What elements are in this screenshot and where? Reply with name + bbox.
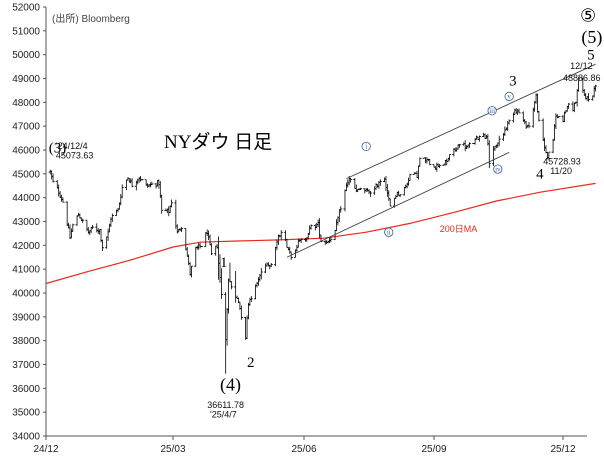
sub-wave-label-c2: ii xyxy=(387,229,391,237)
annotation-w5_paren: (5) xyxy=(581,27,602,48)
sub-wave-circle-c5 xyxy=(504,91,514,101)
sub-wave-circle-c2 xyxy=(384,227,394,237)
sub-wave-circle-c3 xyxy=(487,106,497,116)
source-label: (出所) Bloomberg xyxy=(52,12,130,25)
y-tick-label: 40000 xyxy=(12,289,40,300)
y-tick-label: 45000 xyxy=(12,169,40,180)
y-tick-label: 52000 xyxy=(12,3,40,14)
y-tick-label: 46000 xyxy=(12,146,40,157)
sub-wave-label-c5: v xyxy=(507,93,511,101)
y-tick-label: 39000 xyxy=(12,312,40,323)
annotation-w4_date: 11/20 xyxy=(550,166,572,176)
annotation-w5_circled: ⑤ xyxy=(580,5,596,25)
sub-wave-label-c4: iv xyxy=(495,165,501,173)
annotation-w4_val: 45728.93 xyxy=(543,156,581,166)
annotation-w3: 3 xyxy=(509,74,516,90)
y-tick-label: 34000 xyxy=(12,432,40,443)
y-tick-label: 44000 xyxy=(12,193,40,204)
sub-wave-label-c1: i xyxy=(365,143,367,151)
annotation-w4_big: (4) xyxy=(220,375,241,396)
trend-channel xyxy=(286,63,596,258)
annotation-w5_date: 12/12 xyxy=(570,61,593,71)
annotation-w4_big_date: '25/4/7 xyxy=(210,409,237,419)
y-tick-label: 48000 xyxy=(12,98,40,109)
annotation-w1: 1 xyxy=(220,255,228,271)
y-tick-label: 41000 xyxy=(12,265,40,276)
annotation-w3_prev_date: '24/12/4 xyxy=(56,141,88,151)
annotation-w3_prev_val: 45073.63 xyxy=(56,150,94,160)
y-tick-label: 36000 xyxy=(12,384,40,395)
y-tick-label: 49000 xyxy=(12,74,40,85)
annotation-w5_val: 48886.86 xyxy=(563,73,601,83)
ma200-line xyxy=(45,182,596,285)
annotation-w2: 2 xyxy=(247,355,255,371)
y-tick-label: 38000 xyxy=(12,336,40,347)
x-tick-label: 25/03 xyxy=(160,444,185,455)
x-tick-label: 25/06 xyxy=(291,444,316,455)
annotation-w5: 5 xyxy=(587,47,595,63)
sub-wave-circle-c4 xyxy=(493,164,503,174)
sub-wave-label-c3: iii xyxy=(489,107,495,115)
x-tick-label: 25/12 xyxy=(550,444,575,455)
moving-average-series xyxy=(45,182,596,285)
chart-title: NYダウ 日足 xyxy=(164,131,272,153)
y-tick-label: 37000 xyxy=(12,360,40,371)
x-tick-label: 25/09 xyxy=(421,444,446,455)
y-tick-label: 50000 xyxy=(12,50,40,61)
x-axis-ticks: 24/12 25/03 25/06 25/09 25/12 xyxy=(33,436,576,455)
annotation-w4_big_val: 36611.78 xyxy=(207,400,244,410)
x-tick-label: 24/12 xyxy=(33,444,58,455)
y-tick-label: 43000 xyxy=(12,217,40,228)
y-axis-ticks: 34000 35000 36000 37000 38000 39000 40000 41000… xyxy=(12,3,46,443)
y-tick-label: 47000 xyxy=(12,122,40,133)
channel-line-lower xyxy=(286,151,510,258)
sub-wave-circle-c1 xyxy=(361,141,371,152)
y-tick-label: 42000 xyxy=(12,241,40,252)
y-tick-label: 51000 xyxy=(12,26,40,37)
annotation-w4: 4 xyxy=(536,167,544,183)
price-series xyxy=(48,77,598,374)
chart-axes xyxy=(45,7,587,437)
channel-line-upper xyxy=(346,63,596,180)
annotation-w3_prev: (3) xyxy=(49,140,67,156)
annotation-ma_label: 200日MA xyxy=(440,224,478,234)
y-tick-label: 35000 xyxy=(12,408,40,419)
